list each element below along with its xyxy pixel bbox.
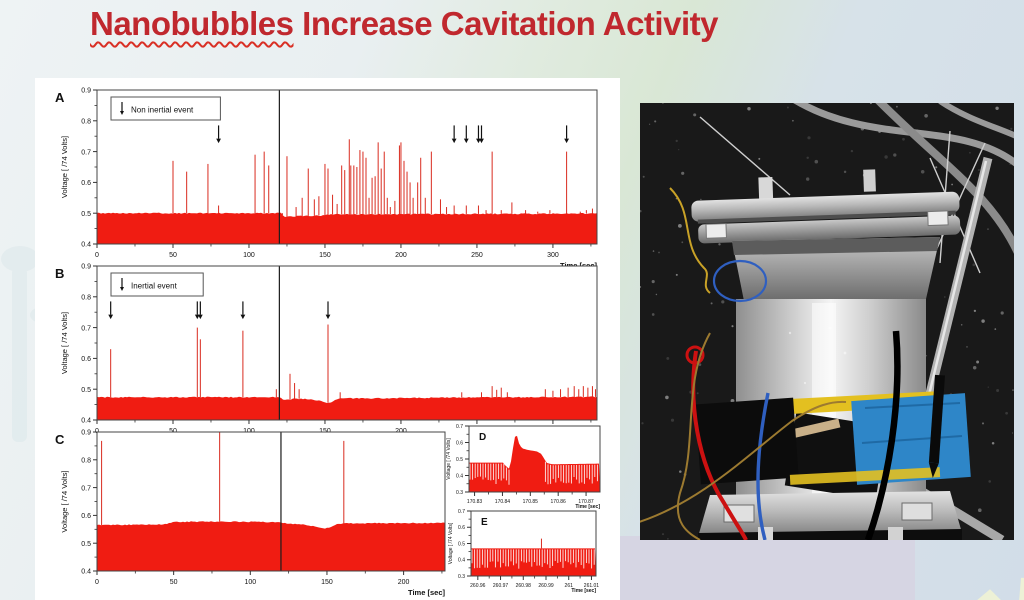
svg-text:0.3: 0.3: [458, 574, 465, 580]
svg-text:C: C: [55, 432, 65, 447]
svg-text:0.9: 0.9: [81, 430, 91, 437]
gear-icon: [938, 541, 1024, 600]
svg-text:0.6: 0.6: [81, 513, 91, 520]
svg-text:260.97: 260.97: [493, 583, 509, 589]
svg-text:0.4: 0.4: [81, 569, 91, 576]
svg-text:170.84: 170.84: [495, 499, 511, 505]
svg-text:Time [sec]: Time [sec]: [571, 588, 596, 594]
chart-panel-c: 0 50 100 150 200 0.4 0.5 0.6 0.7 0.8 0.9 Voltage [ …: [53, 422, 451, 599]
svg-text:Voltage [ /74 Volts]: Voltage [ /74 Volts]: [60, 136, 69, 198]
svg-text:Voltage [ /74 Volts]: Voltage [ /74 Volts]: [60, 470, 69, 532]
svg-text:261: 261: [565, 583, 574, 589]
svg-text:200: 200: [398, 579, 410, 586]
svg-text:Time [sec]: Time [sec]: [575, 504, 600, 510]
svg-text:260.98: 260.98: [516, 583, 532, 589]
svg-text:170.85: 170.85: [523, 499, 539, 505]
svg-text:170.87: 170.87: [578, 499, 594, 505]
svg-text:D: D: [479, 432, 486, 443]
svg-text:A: A: [55, 90, 65, 105]
svg-text:0.4: 0.4: [456, 473, 463, 479]
svg-text:0.4: 0.4: [81, 242, 91, 249]
svg-text:260.96: 260.96: [470, 583, 486, 589]
svg-text:0.3: 0.3: [456, 490, 463, 496]
bottom-flange: [698, 491, 962, 540]
chart-panel-a: 0 50 100 150 200 250 300 0.4 0.5 0.6 0.7 0.8 0.9 Volt…: [53, 80, 603, 272]
svg-text:0.5: 0.5: [81, 387, 91, 394]
svg-text:0.4: 0.4: [81, 418, 91, 425]
chart-panel-b: 0501001502002503000.40.50.60.70.80.9Volt…: [53, 256, 603, 448]
svg-text:0.7: 0.7: [81, 485, 91, 492]
svg-text:0: 0: [95, 579, 99, 586]
svg-text:0.6: 0.6: [456, 440, 463, 446]
chart-panel-d: 170.83 170.84 170.85 170.86 170.87 0.3 0.4 0.5 0…: [443, 420, 605, 510]
svg-text:200: 200: [395, 252, 407, 259]
svg-text:Voltage [ /74 Volts]: Voltage [ /74 Volts]: [446, 438, 452, 480]
svg-text:0.6: 0.6: [81, 356, 91, 363]
chart-panel-e: 260.96 260.97 260.98 260.99 261 261.01 0.3 0.4 0…: [445, 505, 601, 594]
lower-wires: [640, 259, 901, 540]
svg-text:100: 100: [244, 579, 256, 586]
svg-text:Voltage [ /74 Volts]: Voltage [ /74 Volts]: [60, 312, 69, 374]
svg-text:0.6: 0.6: [81, 180, 91, 187]
slide-title: Nanobubbles Increase Cavitation Activity: [90, 5, 718, 43]
title-rest: Increase Cavitation Activity: [293, 5, 718, 42]
svg-text:170.86: 170.86: [551, 499, 567, 505]
probe: [928, 374, 945, 478]
svg-text:0: 0: [95, 252, 99, 259]
svg-text:E: E: [481, 517, 488, 528]
svg-text:0.9: 0.9: [81, 264, 91, 271]
svg-text:0.7: 0.7: [458, 509, 465, 515]
svg-text:0.5: 0.5: [456, 457, 463, 463]
apparatus-photo: [640, 103, 1014, 540]
svg-text:260.99: 260.99: [538, 583, 554, 589]
svg-text:150: 150: [319, 252, 331, 259]
svg-text:0.5: 0.5: [81, 541, 91, 548]
svg-text:0.9: 0.9: [81, 88, 91, 95]
svg-text:B: B: [55, 266, 64, 281]
svg-text:Voltage [ /74 Volts]: Voltage [ /74 Volts]: [448, 522, 454, 564]
title-word-nanobubbles: Nanobubbles: [90, 5, 294, 42]
svg-text:0.5: 0.5: [81, 211, 91, 218]
svg-text:0.7: 0.7: [81, 325, 91, 332]
svg-text:0.7: 0.7: [81, 149, 91, 156]
svg-text:0.6: 0.6: [458, 525, 465, 531]
svg-text:261.01: 261.01: [584, 583, 600, 589]
svg-text:Inertial event: Inertial event: [131, 282, 178, 291]
svg-text:50: 50: [170, 579, 178, 586]
top-flange: [691, 169, 961, 244]
background-purple-band: [620, 536, 915, 600]
svg-text:0.5: 0.5: [458, 541, 465, 547]
svg-text:300: 300: [547, 252, 559, 259]
svg-text:150: 150: [321, 579, 333, 586]
svg-text:50: 50: [169, 252, 177, 259]
svg-text:Time [sec]: Time [sec]: [408, 588, 445, 597]
charts-figure: 0 50 100 150 200 250 300 0.4 0.5 0.6 0.7 0.8 0.9 Volt…: [35, 78, 620, 600]
svg-text:0.4: 0.4: [458, 558, 465, 564]
svg-text:100: 100: [243, 252, 255, 259]
svg-text:Non inertial event: Non inertial event: [131, 106, 194, 115]
svg-text:250: 250: [471, 252, 483, 259]
svg-text:170.83: 170.83: [467, 499, 483, 505]
svg-text:0.7: 0.7: [456, 424, 463, 430]
svg-text:0.8: 0.8: [81, 457, 91, 464]
svg-text:0.8: 0.8: [81, 118, 91, 125]
svg-text:0.8: 0.8: [81, 294, 91, 301]
